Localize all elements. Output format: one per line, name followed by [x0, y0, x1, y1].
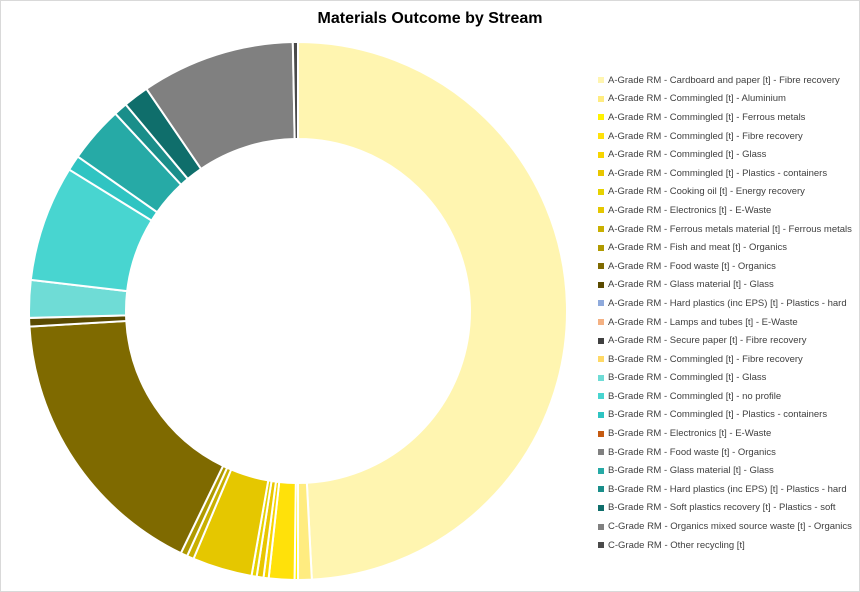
legend-item: B-Grade RM - Commingled [t] - Glass [598, 369, 858, 388]
legend-label: B-Grade RM - Hard plastics (inc EPS) [t]… [608, 483, 847, 495]
legend-item: B-Grade RM - Commingled [t] - no profile [598, 387, 858, 406]
legend-swatch [598, 188, 604, 195]
legend-item: C-Grade RM - Organics mixed source waste… [598, 517, 858, 536]
legend-item: B-Grade RM - Soft plastics recovery [t] … [598, 499, 858, 518]
legend-swatch [598, 504, 604, 511]
legend-label: A-Grade RM - Cooking oil [t] - Energy re… [608, 186, 805, 198]
legend-item: A-Grade RM - Commingled [t] - Glass [598, 145, 858, 164]
legend-item: A-Grade RM - Food waste [t] - Organics [598, 257, 858, 276]
legend-swatch [598, 542, 604, 549]
slice-0 [297, 40, 568, 581]
legend-item: C-Grade RM - Other recycling [t] [598, 536, 858, 555]
legend-swatch [598, 226, 604, 233]
legend-label: B-Grade RM - Commingled [t] - Glass [608, 372, 767, 384]
legend-label: A-Grade RM - Commingled [t] - Plastics -… [608, 167, 828, 179]
legend-item: B-Grade RM - Hard plastics (inc EPS) [t]… [598, 480, 858, 499]
legend-label: B-Grade RM - Electronics [t] - E-Waste [608, 428, 772, 440]
legend-label: B-Grade RM - Commingled [t] - Fibre reco… [608, 353, 803, 365]
legend-label: A-Grade RM - Commingled [t] - Aluminium [608, 93, 786, 105]
legend-item: A-Grade RM - Lamps and tubes [t] - E-Was… [598, 313, 858, 332]
legend-swatch [598, 244, 604, 251]
legend-label: B-Grade RM - Commingled [t] - Plastics -… [608, 409, 828, 421]
legend-swatch [598, 300, 604, 307]
legend-swatch [598, 393, 604, 400]
legend-swatch [598, 114, 604, 121]
legend-swatch [598, 411, 604, 418]
legend-item: B-Grade RM - Food waste [t] - Organics [598, 443, 858, 462]
chart-legend: A-Grade RM - Cardboard and paper [t] - F… [598, 71, 858, 554]
legend-label: A-Grade RM - Commingled [t] - Fibre reco… [608, 130, 803, 142]
legend-item: A-Grade RM - Electronics [t] - E-Waste [598, 201, 858, 220]
chart-title: Materials Outcome by Stream [317, 10, 543, 27]
legend-item: A-Grade RM - Commingled [t] - Plastics -… [598, 164, 858, 183]
legend-item: A-Grade RM - Secure paper [t] - Fibre re… [598, 331, 858, 350]
legend-item: B-Grade RM - Commingled [t] - Plastics -… [598, 406, 858, 425]
legend-item: B-Grade RM - Glass material [t] - Glass [598, 461, 858, 480]
legend-swatch [598, 170, 604, 177]
legend-swatch [598, 374, 604, 381]
legend-label: A-Grade RM - Glass material [t] - Glass [608, 279, 774, 291]
legend-label: C-Grade RM - Other recycling [t] [608, 539, 745, 551]
legend-swatch [598, 467, 604, 474]
legend-swatch [598, 449, 604, 456]
legend-swatch [598, 95, 604, 102]
slice-10 [28, 319, 225, 555]
legend-swatch [598, 319, 604, 326]
legend-label: A-Grade RM - Secure paper [t] - Fibre re… [608, 335, 807, 347]
legend-label: A-Grade RM - Food waste [t] - Organics [608, 260, 776, 272]
legend-swatch [598, 523, 604, 530]
legend-label: A-Grade RM - Ferrous metals material [t]… [608, 223, 852, 235]
legend-swatch [598, 77, 604, 84]
legend-label: B-Grade RM - Glass material [t] - Glass [608, 465, 774, 477]
legend-swatch [598, 151, 604, 158]
legend-swatch [598, 281, 604, 288]
legend-item: A-Grade RM - Fish and meat [t] - Organic… [598, 238, 858, 257]
legend-item: A-Grade RM - Ferrous metals material [t]… [598, 220, 858, 239]
legend-item: B-Grade RM - Electronics [t] - E-Waste [598, 424, 858, 443]
legend-swatch [598, 263, 604, 270]
legend-swatch [598, 337, 604, 344]
legend-label: A-Grade RM - Fish and meat [t] - Organic… [608, 242, 787, 254]
legend-swatch [598, 430, 604, 437]
legend-item: A-Grade RM - Cardboard and paper [t] - F… [598, 71, 858, 90]
legend-label: C-Grade RM - Organics mixed source waste… [608, 521, 852, 533]
legend-item: A-Grade RM - Cooking oil [t] - Energy re… [598, 183, 858, 202]
legend-label: A-Grade RM - Electronics [t] - E-Waste [608, 204, 772, 216]
legend-item: A-Grade RM - Hard plastics (inc EPS) [t]… [598, 294, 858, 313]
legend-label: A-Grade RM - Commingled [t] - Ferrous me… [608, 111, 806, 123]
legend-item: A-Grade RM - Commingled [t] - Ferrous me… [598, 108, 858, 127]
legend-swatch [598, 133, 604, 140]
legend-item: B-Grade RM - Commingled [t] - Fibre reco… [598, 350, 858, 369]
legend-swatch [598, 356, 604, 363]
legend-swatch [598, 207, 604, 214]
legend-label: B-Grade RM - Food waste [t] - Organics [608, 446, 776, 458]
legend-item: A-Grade RM - Commingled [t] - Fibre reco… [598, 127, 858, 146]
legend-label: B-Grade RM - Soft plastics recovery [t] … [608, 502, 836, 514]
legend-item: A-Grade RM - Glass material [t] - Glass [598, 276, 858, 295]
slice-25 [291, 40, 299, 141]
legend-label: B-Grade RM - Commingled [t] - no profile [608, 390, 782, 402]
legend-label: A-Grade RM - Lamps and tubes [t] - E-Was… [608, 316, 798, 328]
legend-item: A-Grade RM - Commingled [t] - Aluminium [598, 90, 858, 109]
legend-label: A-Grade RM - Commingled [t] - Glass [608, 149, 767, 161]
legend-label: A-Grade RM - Hard plastics (inc EPS) [t]… [608, 297, 847, 309]
legend-swatch [598, 486, 604, 493]
legend-label: A-Grade RM - Cardboard and paper [t] - F… [608, 74, 840, 86]
